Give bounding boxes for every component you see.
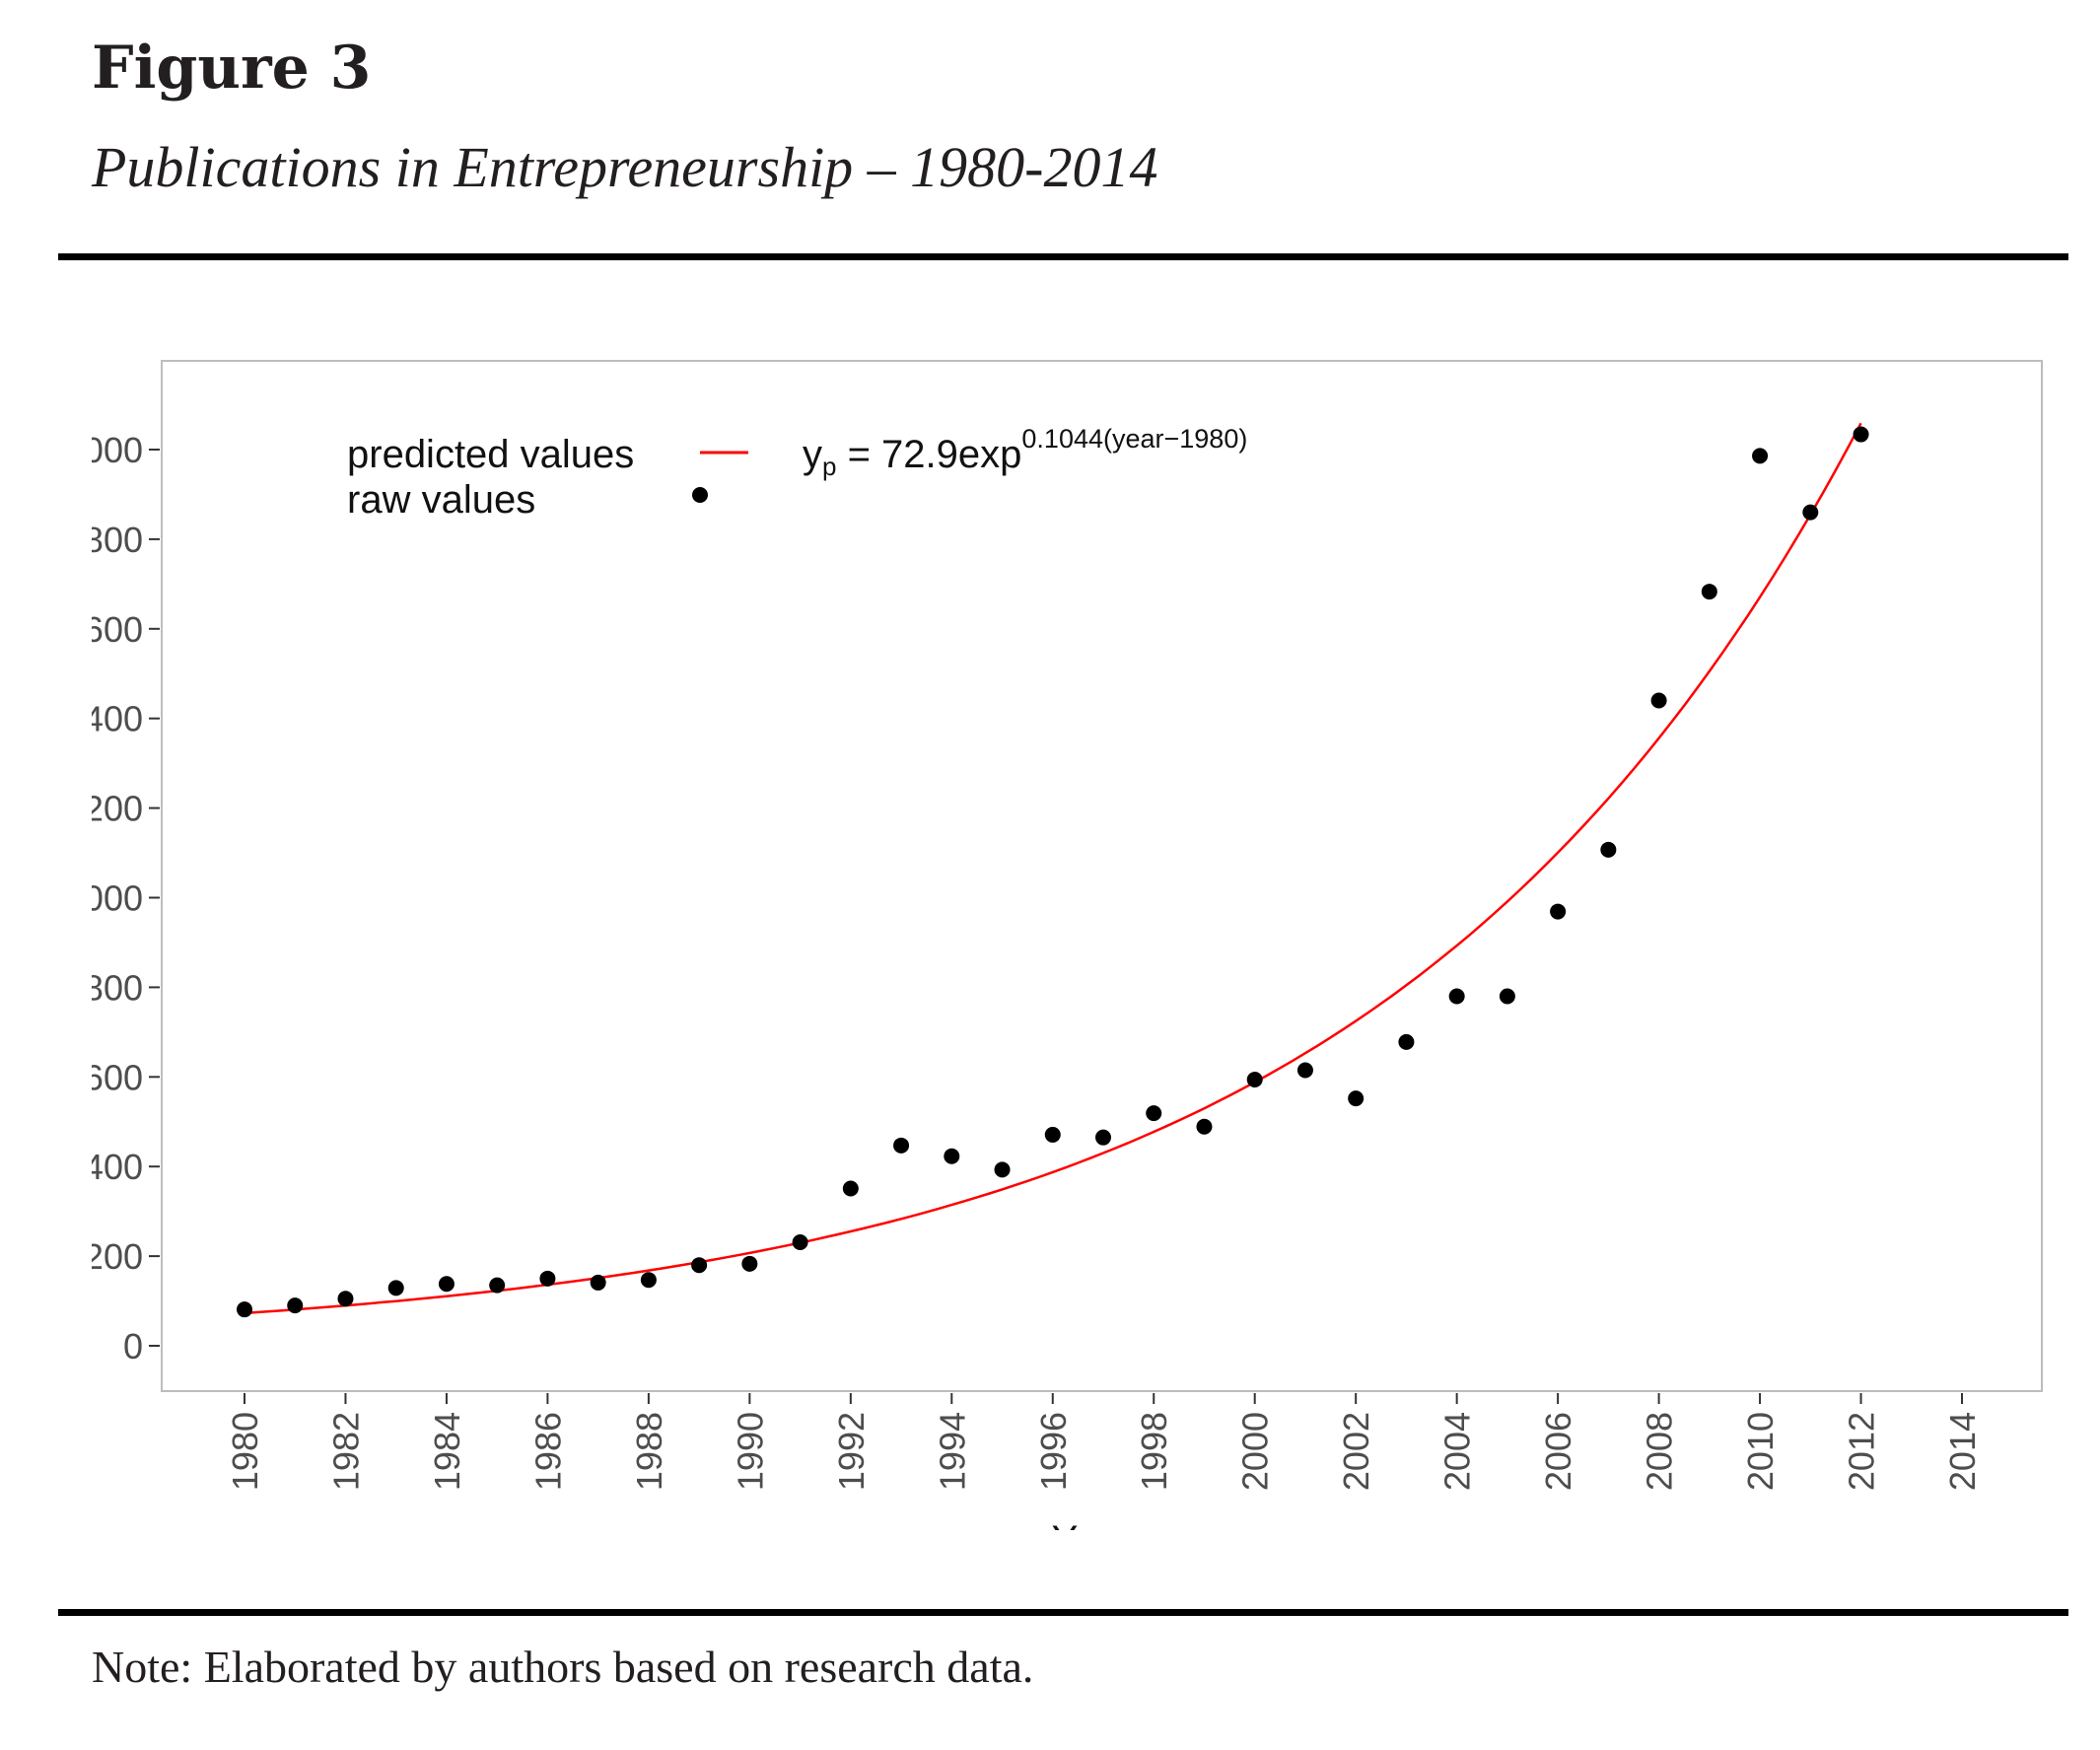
raw-values-points — [237, 426, 1869, 1318]
x-tick-label: 2006 — [1538, 1412, 1578, 1491]
data-point — [539, 1270, 556, 1287]
data-point — [387, 1280, 404, 1296]
data-point — [489, 1277, 506, 1294]
y-tick-label: 1600 — [64, 609, 143, 650]
data-point — [1853, 426, 1869, 443]
x-tick-label: 1992 — [831, 1412, 872, 1491]
x-tick-label: 2014 — [1942, 1412, 1983, 1491]
x-tick-label: 2004 — [1437, 1412, 1478, 1491]
data-point — [1348, 1090, 1365, 1107]
x-tick-label: 2010 — [1740, 1412, 1781, 1491]
x-tick-label: 1986 — [527, 1412, 568, 1491]
y-tick-label: 800 — [84, 967, 143, 1008]
x-tick-label: 1984 — [427, 1412, 467, 1491]
data-point — [640, 1272, 657, 1289]
data-point — [1550, 903, 1567, 920]
figure-note: Note: Elaborated by authors based on res… — [92, 1642, 1034, 1692]
x-axis: 1980 1982 1984 1986 1988 1990 1992 1994 1996 1998… — [225, 1393, 1983, 1491]
data-point — [994, 1161, 1011, 1178]
data-point — [1802, 504, 1819, 521]
bottom-rule — [58, 1609, 2068, 1616]
y-tick-label: 2000 — [64, 430, 143, 470]
legend-point-symbol — [692, 487, 708, 503]
y-tick-label: 1400 — [64, 699, 143, 739]
data-point — [1701, 584, 1717, 600]
x-tick-label: 1980 — [225, 1412, 265, 1491]
data-point — [1499, 988, 1515, 1005]
legend: predicted values yp = 72.9exp0.1044(year… — [347, 424, 1247, 522]
y-tick-label: 600 — [84, 1057, 143, 1097]
data-point — [1246, 1072, 1263, 1088]
data-point — [1600, 841, 1617, 858]
x-axis-title: Years — [1052, 1518, 1152, 1562]
data-point — [1650, 692, 1667, 709]
x-tick-label: 2002 — [1336, 1412, 1376, 1491]
data-point — [944, 1148, 960, 1164]
legend-label-predicted: predicted values — [347, 433, 634, 476]
data-point — [1146, 1105, 1162, 1122]
legend-equation: yp = 72.9exp0.1044(year−1980) — [803, 424, 1247, 481]
x-tick-label: 1982 — [325, 1412, 366, 1491]
legend-label-raw: raw values — [347, 478, 535, 522]
data-point — [792, 1234, 808, 1251]
data-point — [741, 1255, 758, 1272]
data-point — [438, 1276, 455, 1293]
data-point — [842, 1180, 859, 1197]
data-point — [1296, 1062, 1313, 1079]
data-point — [287, 1297, 304, 1314]
x-tick-label: 2008 — [1640, 1412, 1680, 1491]
data-point — [1095, 1129, 1111, 1146]
top-rule — [58, 253, 2068, 260]
y-tick-label: 400 — [84, 1147, 143, 1187]
y-tick-label: 1200 — [64, 789, 143, 829]
x-tick-label: 1988 — [629, 1412, 669, 1491]
y-tick-label: 200 — [84, 1236, 143, 1277]
x-tick-label: 1994 — [932, 1412, 972, 1491]
x-tick-label: 2000 — [1235, 1412, 1276, 1491]
x-tick-label: 1996 — [1033, 1412, 1074, 1491]
figure-label: Figure 3 — [92, 34, 372, 103]
data-point — [691, 1257, 708, 1274]
x-tick-label: 1990 — [730, 1412, 770, 1491]
data-point — [1752, 448, 1769, 464]
x-tick-label: 1998 — [1134, 1412, 1174, 1491]
plot-panel — [161, 360, 2043, 1392]
y-axis: 0 200 400 600 800 1000 1200 1400 1600 1800 2000 — [64, 430, 160, 1366]
data-point — [237, 1301, 252, 1318]
y-tick-label: 1000 — [64, 878, 143, 919]
y-tick-label: 0 — [123, 1326, 143, 1366]
data-point — [337, 1291, 354, 1307]
x-tick-label: 2012 — [1842, 1412, 1882, 1491]
data-point — [590, 1274, 606, 1291]
data-point — [1196, 1118, 1213, 1135]
data-point — [1044, 1126, 1061, 1143]
figure-title: Publications in Entrepreneurship – 1980-… — [92, 135, 1158, 199]
y-tick-label: 1800 — [64, 520, 143, 560]
data-point — [1398, 1033, 1415, 1050]
predicted-values-line — [244, 422, 1862, 1315]
data-point — [1448, 988, 1465, 1005]
data-point — [893, 1137, 910, 1154]
